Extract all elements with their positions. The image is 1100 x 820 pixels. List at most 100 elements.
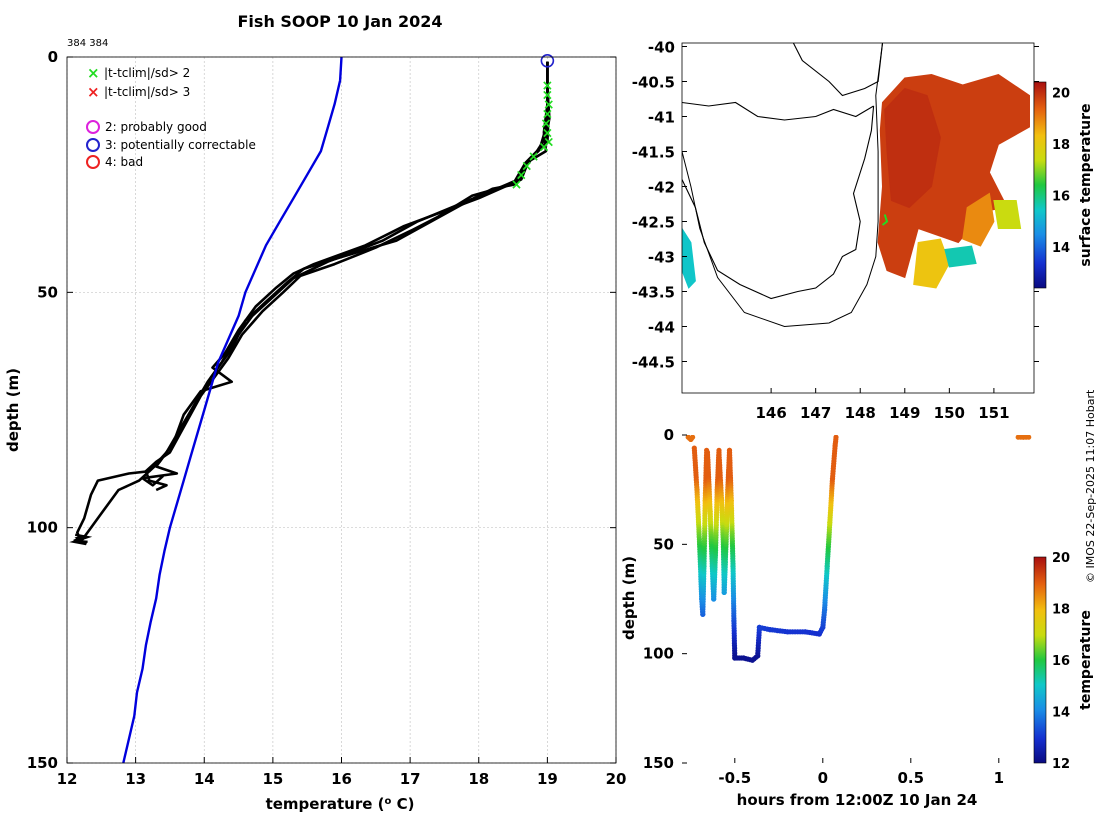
legend-item-bad: 4: bad (86, 155, 143, 169)
flag-gt2-marker: × (543, 97, 555, 113)
sst-map-panel: 146 147 148 149 150 151 -40 -40.5 -41 -41.5 -42 -42… (632, 39, 1094, 423)
td-x-tick-label: 0.5 (898, 769, 925, 787)
map-y-tick-label: -41.5 (632, 144, 675, 162)
td-y-tick-label: 100 (643, 645, 674, 663)
flag-gt2-marker: × (515, 168, 527, 184)
td-y-tick-label: 150 (643, 754, 674, 772)
td-colorbar-ticks: 12 14 16 18 20 (1052, 551, 1070, 772)
map-colorbar-tick-label: 20 (1052, 86, 1070, 101)
time-depth-panel: -0.5 0 0.5 1 0 50 100 150 12 14 16 18 20 temperatur… (620, 426, 1094, 809)
counts-label: 384 384 (67, 38, 108, 49)
flag-gt2-marker: × (528, 149, 540, 165)
legend-circle-correctable (86, 138, 100, 152)
td-y-tick-label: 0 (664, 426, 674, 444)
map-y-tick-label: -43 (648, 249, 675, 267)
profile-ticks: 12 13 14 15 16 17 18 19 20 0 50 100 150 (27, 48, 627, 788)
td-x-tick-label: 1 (994, 769, 1004, 787)
map-y-tick-label: -44 (648, 319, 675, 337)
td-x-tick-label: 0 (818, 769, 828, 787)
td-colorbar-tick-label: 14 (1052, 706, 1070, 721)
profile-y-tick-label: 100 (27, 519, 58, 537)
profile-x-tick-label: 13 (125, 770, 146, 788)
sst-region (913, 238, 950, 289)
profile-flag-markers: ×××××××××××× (511, 53, 555, 193)
map-y-tick-label: -44.5 (632, 354, 675, 372)
td-plot-area (682, 435, 1034, 763)
coast-line-tasmania (682, 105, 875, 300)
map-colorbar-label: surface temperature (1078, 103, 1094, 266)
flag-gt2-marker: × (543, 135, 555, 151)
flag-gt2-marker: × (540, 116, 552, 132)
map-y-tick-label: -40 (648, 39, 675, 57)
coast-line-bass-strait (682, 101, 874, 121)
map-x-tick-label: 147 (800, 404, 831, 422)
map-x-tick-label: 146 (755, 404, 786, 422)
profile-x-tick-label: 15 (262, 770, 283, 788)
map-y-tick-label: -40.5 (632, 74, 675, 92)
td-ticks: -0.5 0 0.5 1 0 50 100 150 (643, 426, 1004, 787)
flag-gt2-marker: × (511, 177, 523, 193)
td-colorbar-tick-label: 20 (1052, 551, 1070, 566)
flag-gt2-marker: × (521, 158, 533, 174)
flag-gt2-marker: × (542, 78, 554, 94)
flag-gt2-marker: × (538, 139, 550, 155)
sst-region (944, 245, 977, 268)
map-x-tick-label: 148 (845, 404, 876, 422)
td-y-tick-label: 50 (653, 535, 674, 553)
td-colorbar (1033, 556, 1047, 764)
td-colorbar-tick-label: 16 (1052, 654, 1070, 669)
map-colorbar (1033, 81, 1047, 289)
legend-symbol-gt2: × (87, 64, 100, 82)
profile-x-tick-label: 14 (194, 770, 215, 788)
legend-symbol-gt3: × (87, 83, 100, 101)
legend-label-gt3: |t-tclim|/sd> 3 (104, 85, 190, 99)
profile-x-tick-label: 19 (537, 770, 558, 788)
td-x-label: hours from 12:00Z 10 Jan 24 (737, 791, 978, 809)
legend-circle-bad (86, 155, 100, 169)
map-x-tick-label: 149 (889, 404, 920, 422)
td-point (1026, 435, 1032, 440)
map-y-tick-label: -43.5 (632, 284, 675, 302)
profile-x-label: temperature (o C) (266, 795, 415, 813)
sst-region (962, 192, 995, 247)
profile-y-tick-label: 0 (48, 48, 58, 66)
td-x-tick-label: -0.5 (718, 769, 751, 787)
legend-item-correctable: 3: potentially correctable (86, 138, 256, 152)
profile-x-tick-label: 16 (331, 770, 352, 788)
coastline (682, 43, 884, 328)
map-colorbar-tick-label: 14 (1052, 241, 1070, 256)
figure-title: Fish SOOP 10 Jan 2024 (238, 12, 443, 31)
ship-track (881, 214, 889, 226)
legend-label-probably-good: 2: probably good (105, 120, 207, 134)
td-scatter (685, 435, 1032, 663)
map-y-tick-label: -42.5 (632, 214, 675, 232)
map-colorbar-tick-label: 18 (1052, 138, 1070, 153)
sst-region (884, 87, 941, 209)
td-colorbar-tick-label: 18 (1052, 603, 1070, 618)
profile-x-label-unit: C) (391, 795, 414, 813)
flag-qc3-marker (540, 53, 555, 68)
profile-lines (69, 57, 551, 763)
profile-x-label-main: temperature ( (266, 795, 385, 813)
td-y-label: depth (m) (620, 556, 638, 640)
profile-line (141, 61, 549, 487)
map-colorbar-tick-label: 16 (1052, 189, 1070, 204)
map-ticks: 146 147 148 149 150 151 -40 -40.5 -41 -41.5 -42 -42… (632, 39, 1039, 422)
legend-item-gt3: × |t-tclim|/sd> 3 (87, 83, 190, 101)
map-y-tick-label: -41 (648, 109, 675, 127)
ship-track-line (881, 214, 889, 226)
profile-bottom-scribble (69, 533, 93, 546)
map-y-tick-label: -42 (648, 179, 675, 197)
profile-x-tick-label: 17 (400, 770, 421, 788)
legend: × |t-tclim|/sd> 2 × |t-tclim|/sd> 3 2: p… (86, 64, 256, 169)
td-point (690, 435, 696, 440)
flag-gt2-marker: × (542, 125, 554, 141)
profile-x-tick-label: 18 (468, 770, 489, 788)
profile-x-label-degree: o (384, 796, 391, 807)
credit-text: © IMOS 22-Sep-2025 11:07 Hobart (1084, 389, 1097, 583)
sst-region (682, 227, 696, 289)
map-x-tick-label: 151 (978, 404, 1009, 422)
profile-y-tick-label: 150 (27, 754, 58, 772)
sst-region (993, 200, 1022, 229)
